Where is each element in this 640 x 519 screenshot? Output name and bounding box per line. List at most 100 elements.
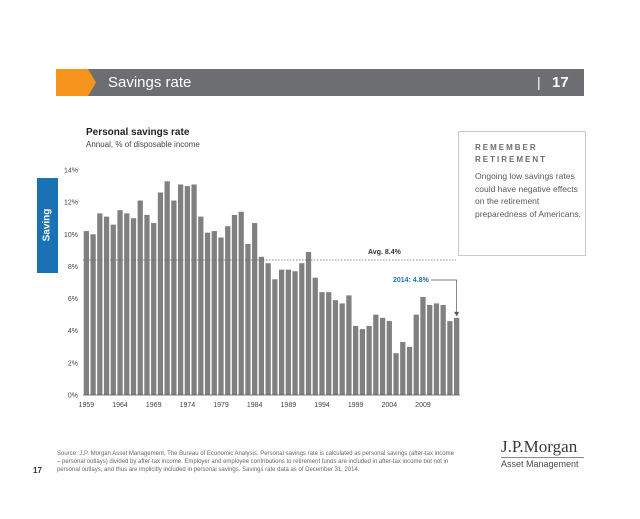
bar-1997: [339, 303, 345, 395]
bar-1978: [211, 231, 217, 395]
bar-1959: [83, 231, 89, 395]
bar-1968: [144, 215, 150, 395]
y-axis-labels: 0% 2% 4% 6% 8% 10% 12% 14%: [64, 168, 78, 400]
bar-1986: [265, 263, 271, 395]
bar-1964: [117, 210, 123, 395]
bar-1966: [130, 218, 137, 395]
bar-2001: [366, 325, 372, 395]
bar-1975: [191, 184, 197, 395]
bar-2012: [440, 305, 446, 395]
bar-1984: [252, 223, 258, 395]
logo-divider: [501, 457, 584, 458]
x-axis-labels: 1959 1964 1969 1974 1979 1984 1989 1994 1999 2004…: [79, 402, 431, 409]
bar-1988: [278, 269, 285, 395]
bar-1989: [285, 269, 291, 395]
x-tick-label: 1959: [79, 402, 95, 409]
bar-1999: [353, 325, 359, 395]
bar-1965: [124, 213, 130, 395]
x-tick-label: 2009: [415, 402, 431, 409]
bar-2013: [447, 321, 453, 395]
annotation-label: 2014: 4.8%: [393, 277, 430, 284]
annotation-leader-line: [431, 279, 457, 313]
bar-1981: [231, 215, 238, 395]
jpmorgan-logo: J.P.Morgan: [501, 437, 578, 456]
bar-1985: [258, 256, 265, 395]
chart-overlays: Avg. 8.4% 2014: 4.8%: [83, 249, 460, 396]
bar-2002: [373, 314, 379, 395]
bar-2008: [413, 314, 419, 395]
bar-1994: [319, 292, 325, 395]
bar-1971: [164, 181, 170, 395]
bar-1967: [137, 200, 143, 395]
y-tick-label: 2%: [68, 360, 78, 367]
bar-1976: [198, 216, 204, 395]
bar-1990: [292, 271, 298, 395]
bar-1996: [332, 300, 339, 395]
x-tick-label: 1994: [314, 402, 330, 409]
x-tick-label: 1999: [348, 402, 364, 409]
y-tick-label: 0%: [68, 393, 78, 400]
x-tick-label: 1974: [180, 402, 196, 409]
bar-1991: [299, 263, 305, 395]
bar-1974: [184, 186, 190, 395]
bar-2006: [400, 341, 406, 395]
x-tick-label: 1979: [213, 402, 229, 409]
bar-1972: [171, 200, 177, 395]
bar-1995: [326, 292, 332, 395]
footer-page-number: 17: [33, 466, 42, 475]
bar-1987: [272, 279, 278, 395]
bar-2010: [427, 305, 433, 395]
header-separator: |: [537, 74, 541, 90]
bar-1963: [110, 224, 116, 395]
bar-1970: [157, 192, 164, 395]
remember-retirement-callout: REMEMBER RETIREMENT Ongoing low savings …: [458, 131, 586, 256]
bar-2004: [386, 321, 392, 395]
x-tick-label: 1969: [146, 402, 162, 409]
bar-1980: [225, 226, 231, 395]
header-chevron-shape: [56, 69, 96, 96]
bar-2011: [433, 303, 440, 395]
x-tick-label: 1984: [247, 402, 263, 409]
bar-1960: [90, 234, 96, 395]
y-tick-label: 8%: [68, 264, 78, 271]
x-tick-label: 1989: [281, 402, 297, 409]
logo-subtitle: Asset Management: [501, 459, 579, 469]
bars: [83, 181, 460, 395]
y-tick-label: 4%: [68, 328, 78, 335]
y-tick-label: 12%: [64, 200, 78, 207]
bar-1998: [346, 295, 352, 395]
bar-1993: [312, 277, 318, 395]
bar-2003: [379, 317, 386, 395]
bar-1973: [177, 184, 184, 395]
bar-1961: [97, 213, 103, 395]
header-chevron-icon: [56, 69, 96, 96]
y-tick-label: 10%: [64, 232, 78, 239]
bar-2007: [406, 346, 413, 395]
callout-body: Ongoing low savings rates could have neg…: [475, 171, 581, 219]
bar-2005: [393, 353, 399, 395]
bar-2014: [454, 317, 460, 395]
callout-heading: REMEMBER RETIREMENT: [475, 143, 547, 164]
average-label: Avg. 8.4%: [368, 249, 402, 256]
bar-2000: [359, 329, 366, 395]
header-page-number: 17: [552, 74, 569, 91]
y-tick-label: 6%: [68, 296, 78, 303]
chart-title: Personal savings rate: [86, 127, 190, 138]
bar-1977: [204, 232, 211, 395]
bar-1969: [151, 223, 157, 395]
x-tick-label: 1964: [112, 402, 128, 409]
bar-1982: [238, 211, 244, 395]
y-tick-label: 14%: [64, 168, 78, 175]
section-tab: [37, 178, 58, 273]
bar-1992: [305, 251, 312, 395]
bar-1983: [245, 243, 251, 395]
page-title: Savings rate: [108, 74, 192, 91]
chart-subtitle: Annual, % of disposable income: [86, 140, 200, 149]
x-tick-label: 2004: [382, 402, 398, 409]
source-note: Source: J.P. Morgan Asset Management, Th…: [57, 451, 454, 473]
bar-2009: [420, 296, 426, 395]
bar-1979: [218, 237, 224, 395]
header-bar: [56, 69, 584, 96]
bar-1962: [103, 216, 110, 395]
